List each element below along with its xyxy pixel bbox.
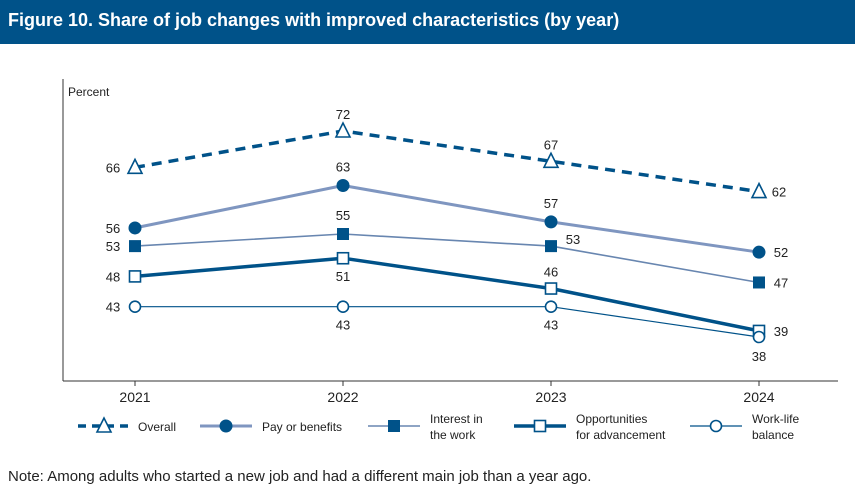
data-point xyxy=(337,228,349,240)
x-tick-label: 2021 xyxy=(119,389,150,405)
x-tick-label: 2024 xyxy=(743,389,774,405)
legend-label: Interest in xyxy=(430,412,483,426)
data-label: 63 xyxy=(336,160,350,175)
data-point xyxy=(128,300,142,314)
data-label: 57 xyxy=(544,196,558,211)
series-line xyxy=(135,306,760,338)
data-label: 51 xyxy=(336,269,350,284)
legend-label: for advancement xyxy=(576,428,666,442)
data-label: 43 xyxy=(544,318,558,333)
legend-marker xyxy=(709,419,723,433)
series-line xyxy=(134,233,760,284)
legend-marker xyxy=(219,419,233,433)
data-label: 48 xyxy=(106,269,120,284)
data-label: 56 xyxy=(106,221,120,236)
data-point xyxy=(128,221,142,235)
data-label: 55 xyxy=(336,208,350,223)
data-label: 43 xyxy=(106,300,120,315)
data-label: 53 xyxy=(106,239,120,254)
y-axis-label: Percent xyxy=(68,85,110,99)
data-label: 67 xyxy=(544,137,558,152)
data-label: 66 xyxy=(106,160,120,175)
legend-marker xyxy=(95,416,113,433)
data-point xyxy=(336,179,350,193)
figure-header: Figure 10. Share of job changes with imp… xyxy=(0,0,855,44)
series-line xyxy=(134,184,760,254)
data-point xyxy=(336,251,350,265)
legend-label: Opportunities xyxy=(576,412,647,426)
data-point xyxy=(128,270,142,283)
data-point xyxy=(126,157,144,175)
data-point xyxy=(752,245,766,259)
data-label: 46 xyxy=(544,265,558,280)
data-point xyxy=(334,121,352,138)
figure-note: Note: Among adults who started a new job… xyxy=(8,468,592,485)
series-line xyxy=(134,256,760,333)
legend-marker xyxy=(533,419,547,433)
legend-label: Overall xyxy=(138,420,176,434)
data-point xyxy=(545,240,557,253)
legend-marker xyxy=(388,420,400,432)
data-label: 62 xyxy=(772,185,786,200)
data-point xyxy=(544,282,558,295)
data-label: 52 xyxy=(774,245,788,260)
data-label: 39 xyxy=(774,324,788,339)
legend-label: Pay or benefits xyxy=(262,420,342,434)
data-point xyxy=(544,300,558,314)
figure-title: Figure 10. Share of job changes with imp… xyxy=(8,10,620,30)
data-label: 72 xyxy=(336,107,350,122)
legend-label: Work-life xyxy=(752,412,799,426)
line-chart: Percent 2021 2022 2023 2024 66 72 67 62 56 63 57 52 5… xyxy=(62,79,838,442)
data-point xyxy=(129,240,141,253)
data-label: 38 xyxy=(752,349,766,364)
data-point xyxy=(336,300,350,314)
data-point xyxy=(752,330,766,344)
data-point xyxy=(542,151,560,169)
legend-label: the work xyxy=(430,428,476,442)
data-point xyxy=(753,276,765,289)
data-point xyxy=(544,215,558,229)
data-point xyxy=(750,181,768,199)
data-label: 53 xyxy=(566,232,580,247)
data-label: 43 xyxy=(336,318,350,333)
legend-label: balance xyxy=(752,428,794,442)
series-line xyxy=(134,129,760,194)
x-tick-label: 2023 xyxy=(535,389,566,405)
data-label: 47 xyxy=(774,275,788,290)
x-tick-label: 2022 xyxy=(327,389,358,405)
